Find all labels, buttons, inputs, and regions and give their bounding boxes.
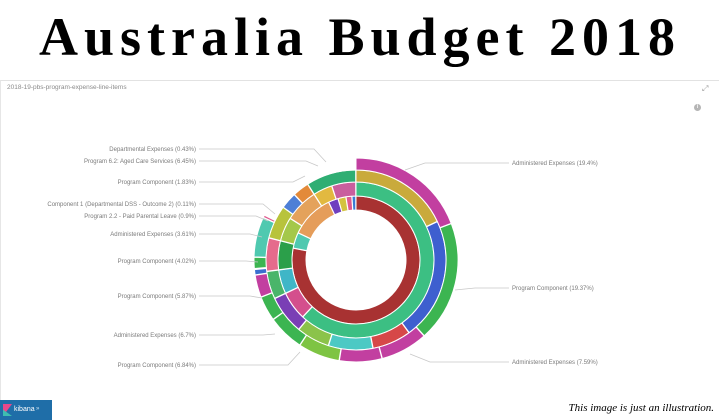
banner-title: Australia Budget 2018 — [38, 7, 682, 67]
chart-label-3: Component 1 (Departmental DSS - Outcome … — [47, 202, 196, 208]
kibana-expand-glyph[interactable]: » — [36, 406, 40, 412]
sunburst-outer-segment-13[interactable] — [263, 157, 357, 221]
info-icon[interactable]: i — [694, 104, 701, 111]
kibana-mark-icon — [3, 404, 12, 416]
chart-label-10: Administered Expenses (19.4%) — [512, 161, 598, 167]
leader-line-12 — [409, 353, 509, 363]
leader-line-7 — [199, 295, 263, 299]
chart-label-6: Program Component (4.02%) — [118, 259, 196, 265]
leader-line-10 — [404, 162, 509, 171]
sunburst-outer-segment-10[interactable] — [253, 256, 267, 270]
chart-label-5: Administered Expenses (3.61%) — [110, 232, 196, 238]
kibana-logo-text: kibana — [14, 406, 35, 413]
expand-icon[interactable]: ⤢ — [702, 84, 709, 93]
sunburst-ring3-segment-7[interactable] — [265, 237, 281, 272]
sunburst-ring2-segment-3[interactable] — [277, 240, 295, 271]
panel-title: 2018-19-pbs-program-expense-line-items — [7, 84, 127, 91]
chart-label-0: Departmental Expenses (0.43%) — [109, 147, 196, 153]
kibana-logo[interactable]: kibana » — [0, 400, 52, 420]
leader-line-6 — [199, 260, 259, 263]
chart-label-8: Administered Expenses (6.7%) — [114, 333, 196, 339]
leader-line-8 — [199, 333, 276, 336]
leader-line-9 — [199, 351, 301, 366]
leader-line-3 — [199, 203, 276, 215]
disclaimer-text: This image is just an illustration. — [568, 402, 714, 414]
chart-label-1: Program 6.2: Aged Care Services (6.45%) — [84, 159, 196, 165]
chart-label-11: Program Component (19.37%) — [512, 286, 594, 292]
leader-line-5 — [199, 233, 263, 238]
chart-label-4: Program 2.2 - Paid Parental Leave (0.9%) — [84, 214, 196, 220]
chart-label-12: Administered Expenses (7.59%) — [512, 360, 598, 366]
chart-label-9: Program Component (6.84%) — [118, 363, 196, 369]
chart-label-2: Program Component (1.83%) — [118, 180, 196, 186]
leader-line-2 — [199, 175, 306, 183]
leader-line-1 — [199, 160, 319, 167]
leader-line-4 — [199, 215, 269, 222]
sunburst-inner-segment-6[interactable] — [351, 195, 357, 211]
chart-label-7: Program Component (5.87%) — [118, 294, 196, 300]
visualization-panel — [0, 80, 719, 419]
leader-line-11 — [454, 287, 509, 291]
leader-line-0 — [199, 148, 327, 163]
